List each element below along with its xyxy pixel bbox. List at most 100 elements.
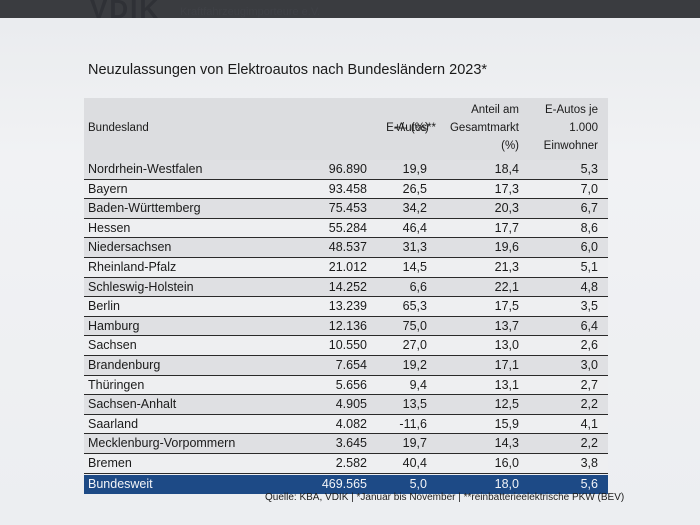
table-row: Bayern 93.458 26,5 17,3 7,0 xyxy=(84,179,608,200)
table-row: Saarland 4.082 -11,6 15,9 4,1 xyxy=(84,414,608,435)
cell-anteil: 14,3 xyxy=(494,436,519,451)
cell-bundesland: Saarland xyxy=(88,416,139,431)
cell-e-autos: 4.905 xyxy=(335,397,367,412)
cell-change: 13,5 xyxy=(402,397,427,412)
cell-anteil: 21,3 xyxy=(494,259,519,274)
cell-anteil: 22,1 xyxy=(494,279,519,294)
cell-bundesland: Schleswig-Holstein xyxy=(88,279,194,294)
cell-change: 34,2 xyxy=(402,201,427,216)
logo: VDIK xyxy=(90,0,161,24)
top-bar: VDIK Kraftfahrzeugimporteure e.V. xyxy=(0,0,700,24)
cell-change: 75,0 xyxy=(402,318,427,333)
cell-e-autos: 5.656 xyxy=(335,377,367,392)
cell-bundesland: Bayern xyxy=(88,181,128,196)
cell-bundesland: Sachsen xyxy=(88,338,137,353)
cell-e-autos: 12.136 xyxy=(328,318,367,333)
cell-per1000: 6,7 xyxy=(580,201,598,216)
cell-bundesland: Nordrhein-Westfalen xyxy=(88,162,203,176)
cell-change: 19,7 xyxy=(402,436,427,451)
table-row: Baden-Württemberg 75.453 34,2 20,3 6,7 xyxy=(84,199,608,219)
cell-e-autos: 4.082 xyxy=(335,416,367,431)
cell-per1000: 5,1 xyxy=(580,259,598,274)
cell-per1000: 4,1 xyxy=(580,416,598,431)
table-row: Hessen 55.284 46,4 17,7 8,6 xyxy=(84,218,608,239)
total-per1000: 5,6 xyxy=(580,476,598,491)
cell-per1000: 5,3 xyxy=(580,162,598,176)
cell-per1000: 4,8 xyxy=(580,279,598,294)
cell-bundesland: Bremen xyxy=(88,455,132,470)
cell-change: 31,3 xyxy=(402,240,427,255)
cell-change: 6,6 xyxy=(409,279,427,294)
cell-per1000: 2,2 xyxy=(580,436,598,451)
cell-change: 26,5 xyxy=(402,181,427,196)
cell-per1000: 3,5 xyxy=(580,299,598,314)
cell-e-autos: 55.284 xyxy=(328,220,367,235)
total-e-autos: 469.565 xyxy=(321,476,367,491)
cell-e-autos: 13.239 xyxy=(328,299,367,314)
cell-bundesland: Rheinland-Pfalz xyxy=(88,259,177,274)
table-row: Thüringen 5.656 9,4 13,1 2,7 xyxy=(84,375,608,396)
col-header-anteil: Anteil am Gesamtmarkt (%) xyxy=(449,104,519,152)
cell-per1000: 3,8 xyxy=(580,455,598,470)
total-change: 5,0 xyxy=(409,476,427,491)
cell-change: 9,4 xyxy=(409,377,427,392)
cell-change: 65,3 xyxy=(402,299,427,314)
cell-e-autos: 48.537 xyxy=(328,240,367,255)
cell-e-autos: 2.582 xyxy=(335,455,367,470)
col-header-bundesland: Bundesland xyxy=(88,122,149,134)
logo-subtitle: Kraftfahrzeugimporteure e.V. xyxy=(180,6,321,18)
cell-bundesland: Mecklenburg-Vorpommern xyxy=(88,436,236,451)
table-body: Nordrhein-Westfalen 96.890 19,9 18,4 5,3 Baye… xyxy=(84,160,608,474)
cell-anteil: 13,1 xyxy=(494,377,519,392)
cell-change: 19,2 xyxy=(402,357,427,372)
cell-anteil: 18,4 xyxy=(494,162,519,176)
cell-bundesland: Hessen xyxy=(88,220,131,235)
cell-anteil: 20,3 xyxy=(494,201,519,216)
cell-anteil: 13,7 xyxy=(494,318,519,333)
cell-anteil: 17,1 xyxy=(494,357,519,372)
col-header-change: +/- (%) xyxy=(394,122,429,134)
cell-change: 14,5 xyxy=(402,259,427,274)
cell-bundesland: Hamburg xyxy=(88,318,140,333)
cell-e-autos: 93.458 xyxy=(328,181,367,196)
cell-per1000: 7,0 xyxy=(580,181,598,196)
cell-per1000: 6,0 xyxy=(580,240,598,255)
total-row: Bundesweit 469.565 5,0 18,0 5,6 xyxy=(84,474,608,494)
cell-anteil: 15,9 xyxy=(494,416,519,431)
cell-bundesland: Niedersachsen xyxy=(88,240,172,255)
cell-e-autos: 75.453 xyxy=(328,201,367,216)
cell-anteil: 17,7 xyxy=(494,220,519,235)
cell-anteil: 16,0 xyxy=(494,455,519,470)
cell-bundesland: Sachsen-Anhalt xyxy=(88,397,177,412)
cell-change: -11,6 xyxy=(399,416,427,431)
cell-anteil: 19,6 xyxy=(494,240,519,255)
cell-change: 40,4 xyxy=(402,455,427,470)
table-row: Nordrhein-Westfalen 96.890 19,9 18,4 5,3 xyxy=(84,160,608,180)
cell-anteil: 12,5 xyxy=(494,397,519,412)
table-title: Neuzulassungen von Elektroautos nach Bun… xyxy=(88,62,488,78)
cell-change: 19,9 xyxy=(402,162,427,176)
cell-anteil: 13,0 xyxy=(494,338,519,353)
col-header-e-autos: E-Autos** xyxy=(386,122,436,134)
table-row: Rheinland-Pfalz 21.012 14,5 21,3 5,1 xyxy=(84,257,608,278)
cell-bundesland: Berlin xyxy=(88,299,120,314)
table-header: Bundesland E-Autos** +/- (%) Anteil am G… xyxy=(84,98,608,160)
total-name: Bundesweit xyxy=(88,476,153,491)
cell-per1000: 2,2 xyxy=(580,397,598,412)
cell-anteil: 17,5 xyxy=(494,299,519,314)
cell-e-autos: 14.252 xyxy=(328,279,367,294)
col-header-per1000: E-Autos je 1.000 Einwohner xyxy=(543,104,598,152)
cell-bundesland: Baden-Württemberg xyxy=(88,201,201,216)
table-row: Bremen 2.582 40,4 16,0 3,8 xyxy=(84,453,608,474)
cell-change: 46,4 xyxy=(402,220,427,235)
table-row: Brandenburg 7.654 19,2 17,1 3,0 xyxy=(84,355,608,376)
data-table: Bundesland E-Autos** +/- (%) Anteil am G… xyxy=(84,98,608,494)
cell-anteil: 17,3 xyxy=(494,181,519,196)
cell-change: 27,0 xyxy=(402,338,427,353)
cell-per1000: 2,6 xyxy=(580,338,598,353)
source-note: Quelle: KBA, VDIK | *Januar bis November… xyxy=(265,492,625,503)
cell-e-autos: 7.654 xyxy=(335,357,367,372)
cell-e-autos: 3.645 xyxy=(335,436,367,451)
cell-bundesland: Brandenburg xyxy=(88,357,161,372)
